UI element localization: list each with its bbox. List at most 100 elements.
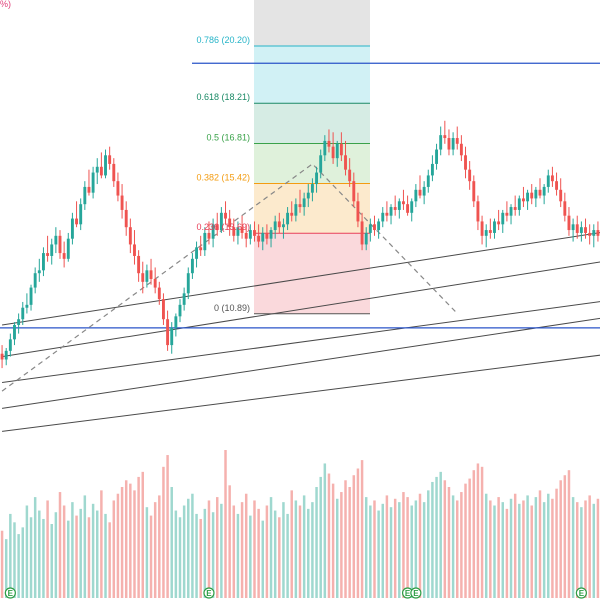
candle-body: [327, 140, 331, 147]
volume-bar: [406, 497, 409, 598]
candle-body: [79, 204, 83, 225]
candlestick-series: [0, 120, 600, 369]
candle-body: [149, 270, 153, 279]
candle-body: [211, 224, 215, 239]
volume-bar: [571, 497, 575, 598]
candle-body: [236, 227, 240, 236]
candle-body: [352, 181, 356, 202]
volume-bar: [530, 505, 533, 598]
candle-body: [509, 207, 513, 216]
earnings-marker[interactable]: E: [575, 587, 587, 599]
volume-bar: [236, 513, 240, 598]
volume-bar: [476, 463, 480, 598]
candle-body: [108, 155, 112, 164]
volume-bar: [195, 513, 198, 598]
volume-bar: [381, 503, 384, 598]
volume-bar: [249, 515, 252, 598]
candle-body: [575, 224, 579, 233]
volume-bar: [410, 505, 413, 598]
volume-bar: [509, 498, 513, 598]
candle-body: [257, 235, 261, 242]
volume-bar: [393, 498, 397, 598]
candle-body: [240, 227, 244, 233]
volume-bar: [505, 508, 509, 598]
corner-label: %): [0, 0, 11, 9]
volume-bar: [104, 513, 107, 598]
candle-body: [21, 307, 25, 320]
candle-body: [157, 287, 161, 300]
fibonacci-trend-dashed-line[interactable]: [1, 163, 458, 392]
volume-bar: [443, 480, 447, 598]
candle-body: [244, 232, 248, 239]
candle-body: [137, 255, 141, 274]
candle-body: [13, 324, 16, 340]
volume-bar: [385, 495, 389, 598]
candle-body: [277, 221, 281, 228]
earnings-marker[interactable]: E: [203, 587, 215, 599]
volume-bar: [269, 497, 273, 598]
candle-body: [592, 230, 596, 236]
candle-body: [538, 189, 542, 196]
candle-body: [219, 212, 223, 231]
volume-bar: [340, 492, 343, 598]
volume-bar: [497, 497, 500, 598]
candle-body: [215, 224, 219, 231]
candle-body: [447, 138, 451, 150]
earnings-marker-label: E: [206, 589, 212, 598]
volume-bar: [87, 517, 91, 598]
volume-bar: [170, 487, 173, 598]
earnings-marker[interactable]: E: [4, 587, 16, 599]
volume-bar: [298, 505, 302, 598]
volume-bar: [282, 502, 285, 598]
volume-bar: [153, 502, 157, 598]
candle-body: [87, 186, 91, 193]
earnings-marker-circle: [410, 587, 422, 599]
volume-bar: [307, 508, 310, 598]
candle-body: [480, 221, 484, 236]
volume-bar: [360, 460, 364, 598]
candle-body: [228, 218, 232, 228]
candle-body: [310, 184, 314, 193]
candle-body: [29, 287, 33, 305]
fibonacci-level-labels: 0.786 (20.20) 0.618 (18.21) 0.5 (16.81) 0.3…: [196, 35, 250, 313]
volume-bar: [220, 503, 223, 598]
candle-body: [116, 181, 120, 196]
volume-bar: [25, 505, 29, 598]
volume-bar: [265, 505, 269, 598]
candle-body: [546, 175, 550, 187]
candle-body: [414, 189, 418, 202]
volume-bar: [431, 481, 434, 598]
volume-bar: [174, 510, 178, 598]
fibonacci-level-lines[interactable]: [254, 45, 370, 315]
earnings-marker[interactable]: E: [410, 587, 422, 599]
candle-body: [484, 230, 488, 236]
candle-body: [66, 238, 70, 259]
candle-body: [4, 350, 8, 360]
volume-bar: [4, 539, 8, 598]
volume-bar: [120, 487, 124, 598]
candle-body: [50, 244, 54, 256]
fib-label-0.236: 0.236 (13.69): [196, 222, 250, 232]
volume-bar: [228, 485, 231, 598]
volume-bar: [311, 502, 314, 598]
volume-bar: [100, 490, 103, 598]
volume-bar: [464, 483, 467, 598]
volume-bar: [422, 502, 426, 598]
fib-label-0.382: 0.382 (15.42): [196, 172, 250, 182]
channel-lines[interactable]: [1, 197, 600, 432]
horizontal-lines[interactable]: [0, 62, 600, 329]
volume-bar: [133, 490, 136, 598]
candle-body: [402, 201, 405, 205]
volume-bar: [240, 502, 244, 598]
volume-bar: [67, 520, 70, 598]
candle-body: [397, 201, 401, 210]
candle-body: [182, 293, 186, 305]
fib-label-0: 0 (10.89): [214, 303, 250, 313]
candle-body: [128, 227, 132, 245]
candle-body: [360, 221, 364, 245]
candle-body: [439, 135, 443, 150]
volume-bar: [38, 510, 41, 598]
earnings-marker-label: E: [8, 589, 14, 598]
volume-bar: [468, 478, 471, 598]
